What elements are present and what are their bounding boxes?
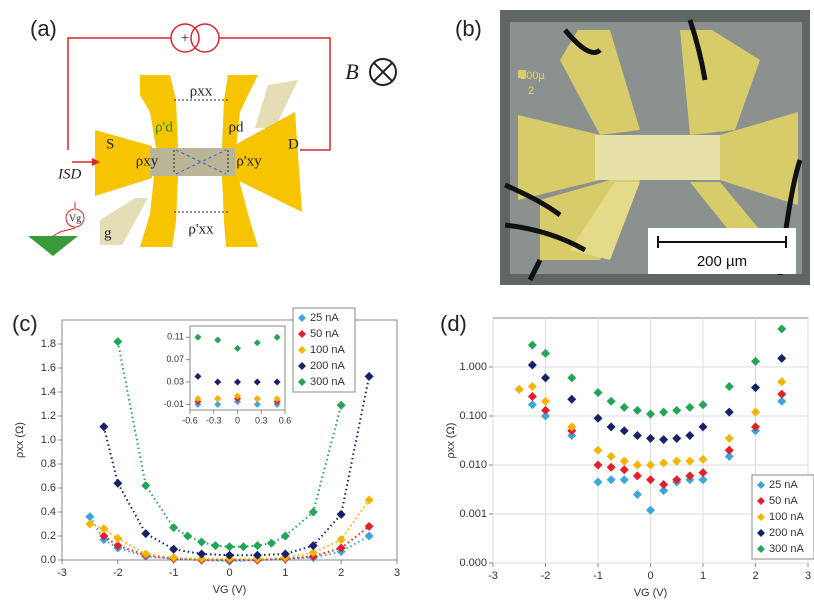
label: ρ'xx	[188, 221, 214, 237]
x-tick-label: 1	[282, 567, 288, 579]
x-tick-label: 1	[700, 570, 706, 582]
micrograph: (b) 100µ 2 200 µm	[455, 10, 810, 285]
legend-label: 50 nA	[769, 495, 798, 507]
label: ISD	[57, 166, 81, 182]
x-tick-label: 0.6	[279, 415, 292, 425]
label: S	[106, 136, 114, 152]
schematic: (a) + B ρxx ρ'd ρd S D ISD ρxy ρ'xy ρ'xx…	[28, 16, 396, 256]
y-tick-label: 1.6	[41, 362, 56, 374]
y-tick-label: 0.03	[166, 376, 184, 386]
sign: +	[181, 30, 189, 46]
y-tick-label: 0.6	[41, 482, 56, 494]
y-tick-label: 0.010	[459, 459, 487, 471]
legend-label: 200 nA	[769, 527, 805, 539]
panel-label: (b)	[455, 16, 482, 41]
y-tick-label: 0.4	[41, 506, 56, 518]
label: ρd	[229, 119, 244, 135]
x-tick-label: 0	[235, 415, 240, 425]
chip-mark: 2	[528, 85, 534, 97]
label: ρ'xy	[236, 153, 262, 169]
label: D	[288, 136, 299, 152]
legend-label: 25 nA	[769, 479, 798, 491]
x-axis-label: VG (V)	[213, 584, 247, 596]
x-tick-label: -0.3	[206, 415, 222, 425]
lead	[140, 176, 178, 247]
x-tick-label: -0.6	[182, 415, 198, 425]
hall-bar	[595, 135, 720, 180]
x-axis-label: VG (V)	[634, 587, 668, 599]
panel-label: (d)	[440, 311, 467, 336]
figure: (a) + B ρxx ρ'd ρd S D ISD ρxy ρ'xy ρ'xx…	[0, 0, 814, 602]
scale-bar-label: 200 µm	[697, 253, 747, 270]
x-tick-label: 2	[338, 567, 344, 579]
y-axis-label: ρxx (Ω)	[14, 422, 26, 458]
x-tick-label: -3	[488, 570, 498, 582]
legend-label: 50 nA	[310, 328, 339, 340]
x-tick-label: -2	[113, 567, 123, 579]
y-tick-label: 0.000	[459, 557, 487, 569]
x-tick-label: -2	[541, 570, 551, 582]
x-tick-label: -3	[57, 567, 67, 579]
y-tick-label: 0.11	[167, 332, 184, 342]
x-tick-label: 0	[647, 570, 653, 582]
x-tick-label: 2	[752, 570, 758, 582]
legend-label: 100 nA	[310, 344, 346, 356]
label: Vg	[69, 213, 81, 224]
x-tick-label: 0.3	[255, 415, 268, 425]
y-tick-label: 0.001	[459, 508, 487, 520]
legend-label: 300 nA	[310, 376, 346, 388]
legend-label: 100 nA	[769, 511, 805, 523]
y-tick-label: -0.01	[163, 399, 184, 409]
y-tick-label: 1.0	[41, 434, 56, 446]
field-label: B	[345, 59, 358, 84]
y-tick-label: 1.4	[41, 386, 56, 398]
legend-label: 300 nA	[769, 543, 805, 555]
y-tick-label: 1.000	[459, 361, 487, 373]
label: ρ'd	[155, 119, 173, 135]
y-axis-label: ρxx (Ω)	[445, 423, 457, 459]
y-tick-label: 0.2	[41, 530, 56, 542]
x-tick-label: -1	[169, 567, 179, 579]
y-tick-label: 1.8	[41, 338, 56, 350]
y-tick-label: 0.07	[166, 354, 184, 364]
x-tick-label: 3	[394, 567, 400, 579]
x-tick-label: 3	[805, 570, 811, 582]
panel-label: (a)	[30, 16, 57, 41]
label: g	[104, 225, 112, 241]
label: ρxy	[136, 153, 159, 169]
y-tick-label: 0.0	[41, 554, 56, 566]
channel	[150, 148, 235, 176]
legend-label: 200 nA	[310, 360, 346, 372]
x-tick-label: 0	[226, 567, 232, 579]
field-into-page	[374, 63, 392, 81]
label: ρxx	[190, 83, 213, 99]
lead	[140, 75, 178, 148]
chip-mark: 100µ	[520, 70, 545, 82]
panel-label: (c)	[12, 311, 38, 336]
y-tick-label: 0.100	[459, 410, 487, 422]
ground	[28, 236, 78, 256]
x-tick-label: -1	[593, 570, 603, 582]
legend-label: 25 nA	[310, 312, 339, 324]
y-tick-label: 1.2	[41, 410, 56, 422]
y-tick-label: 0.8	[41, 458, 56, 470]
